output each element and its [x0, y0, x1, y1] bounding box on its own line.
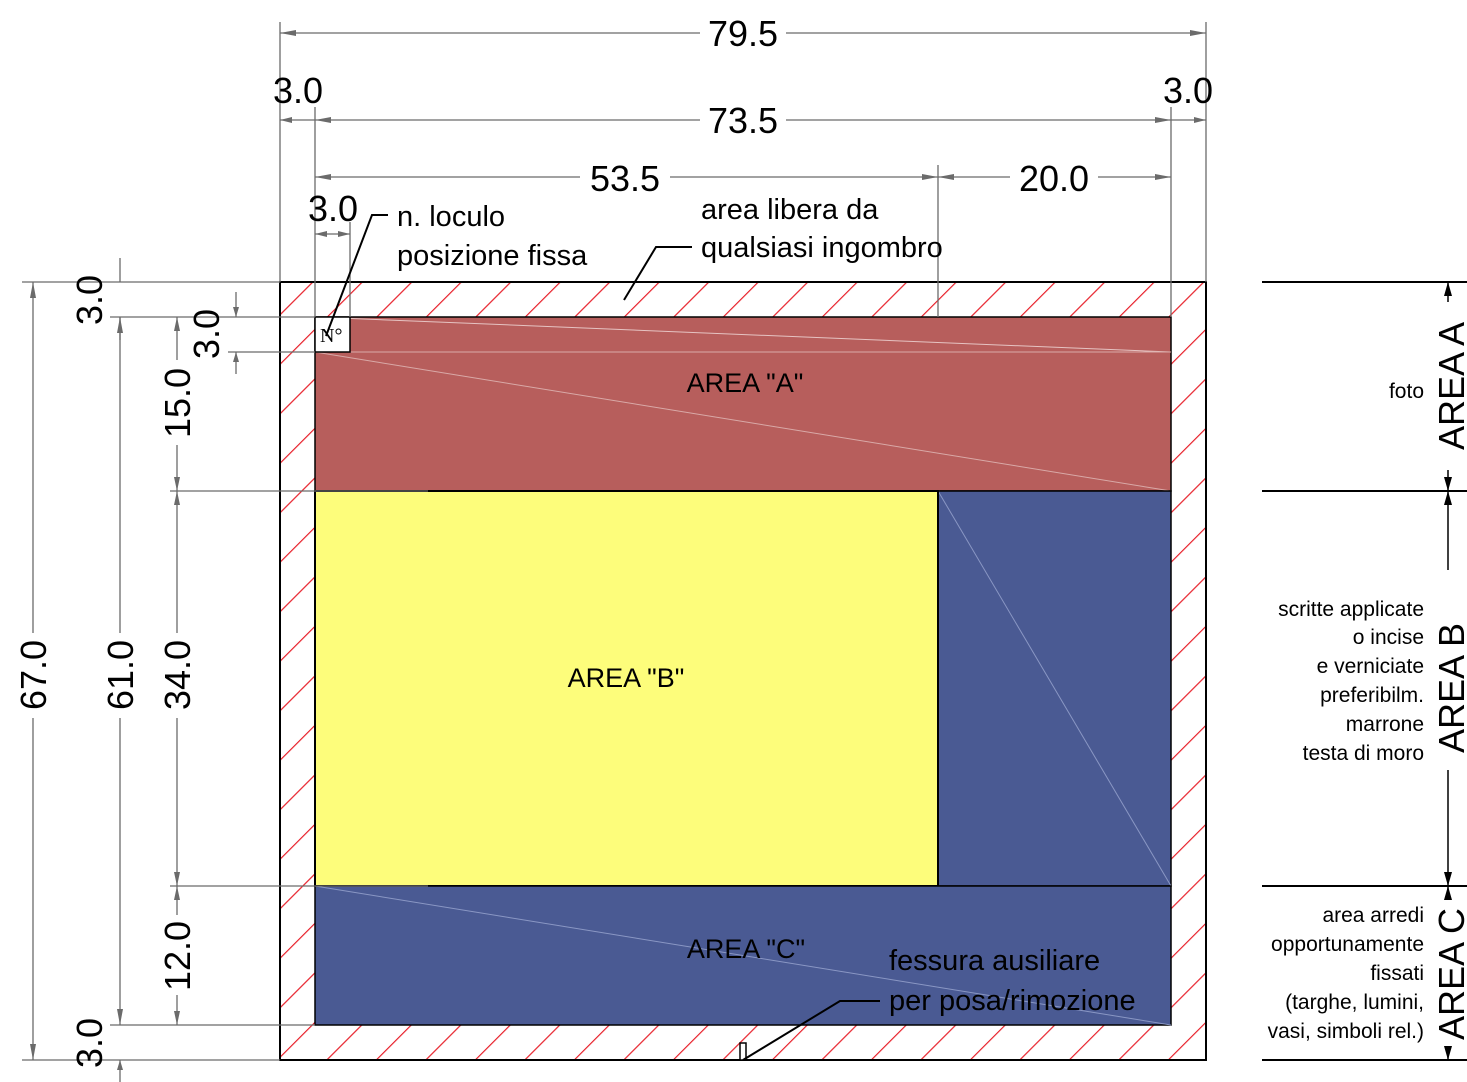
side-panel: AREA A AREA B AREA C foto scritte applic… — [1262, 281, 1467, 1061]
number-symbol: N° — [320, 325, 342, 347]
area-b-zone: AREA "B" — [314, 490, 939, 887]
area-a-zone: AREA "A" — [314, 316, 1172, 492]
right-strip-zone — [937, 490, 1172, 887]
free-area-label-line2: qualsiasi ingombro — [701, 232, 943, 264]
number-label-line2: posizione fissa — [397, 240, 588, 272]
dim-number-box-height: 3.0 — [186, 309, 227, 359]
number-callout: n. loculo posizione fissa — [325, 201, 588, 337]
side-b-note: o incise — [1353, 626, 1424, 649]
dim-right-margin: 3.0 — [1163, 70, 1213, 111]
side-a-note: foto — [1389, 380, 1424, 403]
dim-total-width: 79.5 — [708, 13, 778, 54]
dim-inner-height: 61.0 — [100, 640, 141, 710]
horizontal-dimensions: 79.5 73.5 3.0 3.0 53.5 20.0 3.0 — [273, 13, 1213, 317]
area-b-fill — [314, 490, 939, 887]
dim-area-b-width: 53.5 — [590, 158, 660, 199]
area-a-fill — [314, 316, 1172, 492]
slot-label-line1: fessura ausiliare — [889, 945, 1100, 977]
number-box: N° — [314, 316, 351, 353]
dim-inner-width: 73.5 — [708, 100, 778, 141]
free-area-label-line1: area libera da — [701, 194, 879, 226]
dim-right-strip-width: 20.0 — [1019, 158, 1089, 199]
dim-area-a-height: 15.0 — [157, 368, 198, 438]
dim-top-margin: 3.0 — [69, 275, 110, 325]
free-area-callout: area libera da qualsiasi ingombro — [623, 194, 943, 301]
side-b-note: e verniciate — [1317, 655, 1424, 678]
side-c-note: (targhe, lumini, — [1285, 991, 1424, 1014]
side-b-note: scritte applicate — [1278, 598, 1424, 621]
side-area-b-title: AREA B — [1431, 623, 1467, 753]
side-b-note: marrone — [1346, 713, 1424, 736]
area-a-label: AREA "A" — [687, 368, 804, 398]
side-c-note: vasi, simboli rel.) — [1268, 1020, 1424, 1043]
side-area-c-title: AREA C — [1431, 908, 1467, 1040]
auxiliary-slot — [739, 1042, 747, 1061]
number-label-line1: n. loculo — [397, 201, 505, 233]
vertical-dimensions: 67.0 61.0 3.0 3.0 3.0 15.0 34.0 12.0 — [13, 258, 428, 1082]
dim-bottom-margin: 3.0 — [69, 1018, 110, 1068]
side-c-note: fissati — [1370, 962, 1424, 985]
side-area-a-title: AREA A — [1431, 322, 1467, 450]
dim-area-b-height: 34.0 — [157, 640, 198, 710]
area-c-label: AREA "C" — [687, 934, 805, 964]
dim-number-box-width: 3.0 — [308, 188, 358, 229]
side-c-note: opportunamente — [1271, 933, 1424, 956]
side-c-note: area arredi — [1322, 904, 1424, 927]
side-b-note: testa di moro — [1303, 742, 1424, 765]
number-box-frame — [314, 316, 351, 353]
dim-area-c-height: 12.0 — [157, 921, 198, 991]
area-b-label: AREA "B" — [568, 663, 685, 693]
dim-total-height: 67.0 — [13, 640, 54, 710]
dim-left-margin: 3.0 — [273, 70, 323, 111]
area-c-zone: AREA "C" — [314, 885, 1172, 1026]
slot-callout: fessura ausiliare per posa/rimozione — [742, 945, 1136, 1061]
side-b-note: preferibilm. — [1320, 684, 1424, 707]
slot-label-line2: per posa/rimozione — [889, 985, 1136, 1017]
